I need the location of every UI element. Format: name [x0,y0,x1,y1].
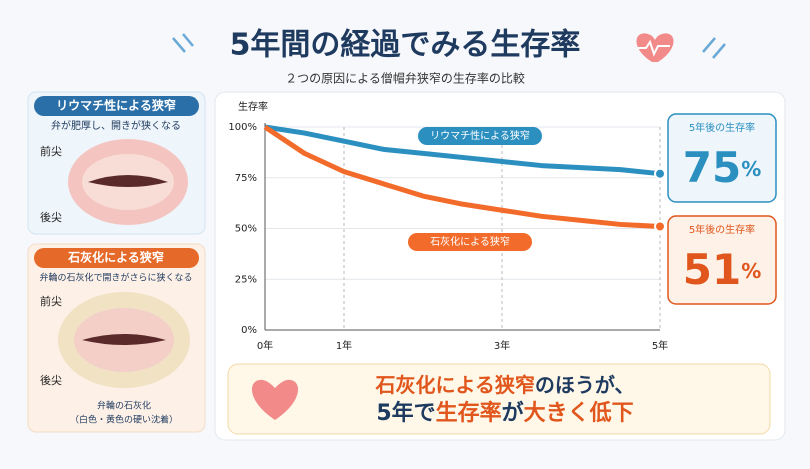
message-segment: が [502,400,524,426]
message-segment: 石灰化による狭窄 [374,373,534,397]
end-point [654,220,666,233]
panel-title-bg [34,96,199,116]
x-tick-label: 1年 [336,339,352,352]
panel-note: （白色・黄色の硬い沈着） [70,414,178,426]
deco [172,33,726,59]
series-line [264,124,661,177]
message-segment: 5年で [376,400,435,426]
valve-label: 前尖 [40,294,62,308]
valve-opening [88,175,168,187]
x-tick-label: 0年 [257,339,273,352]
series-label-bg [408,233,532,251]
callout-value: 51% [683,245,762,294]
chart-card [214,91,786,441]
y-tick-label: 25% [235,274,257,285]
legend-label: リウマチ性による狭窄 [430,129,530,142]
x-tick-label: 5年 [652,339,668,352]
legend-label: 石灰化による狭窄 [430,235,510,248]
callout-value: 75% [683,143,762,192]
callout-label: 5年後の生存率 [689,121,755,134]
valve-label: 後尖 [40,210,62,224]
series-line [263,124,661,229]
y-tick-label: 75% [235,173,257,184]
callout-unit: % [741,259,761,283]
y-tick-label: 50% [235,224,257,235]
callout-number: 75 [683,143,741,192]
panel-title: 石灰化による狭窄 [67,250,164,265]
panel-title-bg [34,248,199,268]
y-tick-label: 100% [228,122,257,133]
callout-box [667,113,777,203]
panel-caption: 弁が肥厚し、開きが狭くなる [51,119,181,132]
end-point [654,167,666,180]
callout-box [667,215,777,305]
heart-icon [251,379,299,420]
valve-label: 前尖 [40,144,62,158]
message-line: 石灰化による狭窄のほうが、 [374,373,634,397]
panel-title: リウマチ性による狭窄 [56,98,176,113]
valve-opening [82,334,166,345]
message-line: 5年で生存率が大きく低下 [376,400,633,426]
x-tick-label: 3年 [494,339,510,352]
message-segment: 大きく低下 [524,401,634,426]
panel-note: 弁輪の石灰化 [97,400,151,412]
subtitle: ２つの原因による僧帽弁狭窄の生存率の比較 [285,71,525,86]
y-tick-label: 0% [241,325,257,336]
y-axis-label: 生存率 [238,100,268,113]
valve-label: 後尖 [40,373,62,387]
message-segment: のほうが、 [535,373,635,397]
message-segment: 生存率 [436,400,502,426]
heart-icon [636,33,674,62]
message-box [227,363,771,435]
panel-caption: 弁輪の石灰化で開きがさらに狭くなる [39,272,192,284]
callout-number: 51 [683,245,741,294]
callout-unit: % [741,157,761,181]
series-label-bg [418,127,542,145]
callout-label: 5年後の生存率 [689,223,755,236]
title: 5年間の経過でみる生存率 [230,28,581,63]
pulse [638,39,670,57]
